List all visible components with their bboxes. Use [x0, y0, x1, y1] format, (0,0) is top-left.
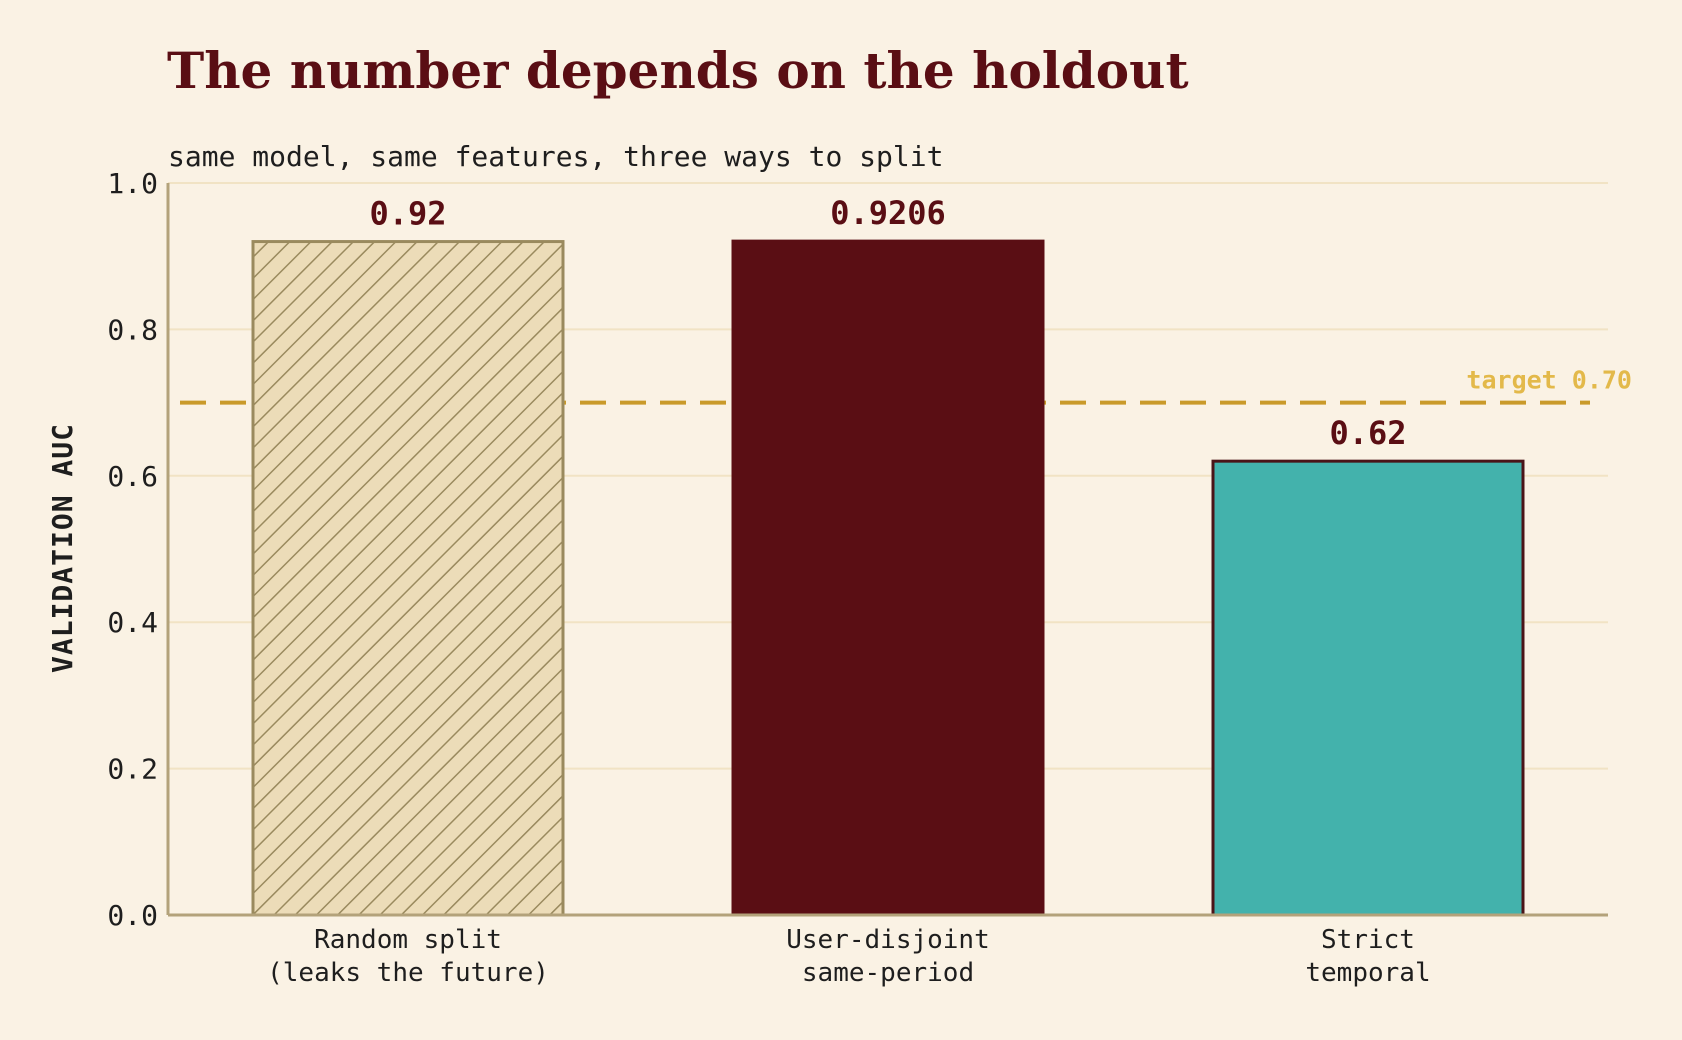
bars: [251, 239, 1525, 917]
x-category-label: Random split: [314, 925, 502, 955]
bar-value-label: 0.9206: [830, 194, 946, 232]
x-category-label: User-disjoint: [786, 925, 990, 955]
y-tick-label: 1.0: [107, 167, 158, 200]
y-ticks: 0.0 0.2 0.4 0.6 0.8 1.0: [107, 167, 158, 932]
x-category-label: Strict: [1321, 925, 1415, 955]
y-tick-label: 0.6: [107, 460, 158, 493]
y-tick-label: 0.0: [107, 899, 158, 932]
bar-2: [731, 239, 1045, 917]
value-labels: 0.92 0.9206 0.62: [369, 194, 1406, 452]
bar-value-label: 0.62: [1329, 414, 1406, 452]
x-category-label: (leaks the future): [267, 958, 549, 988]
x-category-label: temporal: [1305, 958, 1430, 988]
y-tick-label: 0.2: [107, 753, 158, 786]
chart-title: The number depends on the holdout: [167, 41, 1189, 100]
bar-1: [251, 240, 565, 917]
chart-subtitle: same model, same features, three ways to…: [168, 140, 943, 173]
y-axis-label: VALIDATION AUC: [46, 423, 79, 673]
y-tick-label: 0.8: [107, 313, 158, 346]
bar-3: [1211, 459, 1525, 917]
bar-value-label: 0.92: [369, 195, 446, 233]
x-category-labels: Random split(leaks the future) User-disjo…: [267, 925, 1431, 988]
x-category-label: same-period: [802, 958, 974, 988]
axes: [166, 183, 1608, 917]
target-line-label: target 0.70: [1466, 366, 1632, 395]
y-tick-label: 0.4: [107, 606, 158, 639]
